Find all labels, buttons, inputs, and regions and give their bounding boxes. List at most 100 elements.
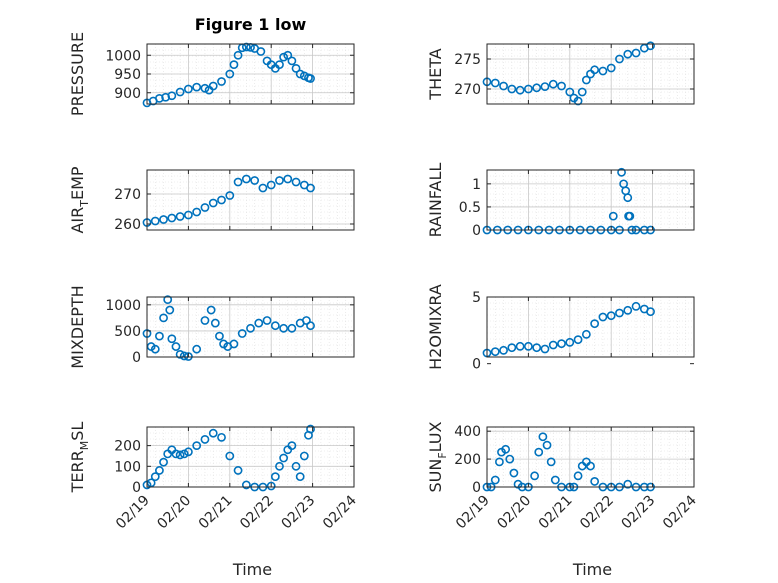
data-point <box>256 47 266 56</box>
y-tick-label: 0.5 <box>459 200 481 216</box>
data-point <box>275 60 284 70</box>
data-point <box>615 308 624 318</box>
data-point <box>270 321 280 331</box>
data-point <box>524 341 533 351</box>
data-point <box>217 77 226 86</box>
y-axis-label: TERRMSL <box>68 422 91 494</box>
data-point <box>233 177 243 187</box>
y-axis-label: THETA <box>426 48 445 100</box>
data-point <box>548 79 558 89</box>
data-point <box>171 449 181 459</box>
x-tick-label: 02/19 <box>453 493 493 533</box>
x-tick-label: 02/22 <box>577 493 617 533</box>
data-point <box>623 193 633 203</box>
y-tick-label: 5 <box>472 290 481 306</box>
x-axis-label-left: Time <box>232 560 272 579</box>
data-point <box>646 307 655 317</box>
axes-box <box>486 169 695 231</box>
figure-title: Figure 1 low <box>195 15 307 34</box>
y-tick-label: 0 <box>472 357 481 373</box>
y-tick-label: 500 <box>114 324 141 340</box>
subplot-2: 270 275 THETA <box>426 41 695 106</box>
y-tick-label: 1000 <box>105 48 141 64</box>
y-tick-label: 0 <box>132 480 141 496</box>
data-point <box>266 481 276 491</box>
subplot-1: 900 950 1000 PRESSURE <box>68 32 355 116</box>
data-point <box>505 454 515 464</box>
data-point <box>183 210 193 220</box>
y-tick-label: 0 <box>132 350 141 366</box>
data-point <box>155 331 164 341</box>
data-point <box>175 349 185 359</box>
data-point <box>577 87 587 97</box>
data-point <box>183 352 193 361</box>
subplot-3: 260 270 AIRTEMP <box>68 166 355 234</box>
data-point <box>167 213 177 223</box>
data-point <box>646 41 655 51</box>
data-point <box>225 191 235 200</box>
data-point <box>262 316 272 325</box>
plot-area <box>147 297 354 357</box>
data-point <box>192 344 202 354</box>
x-tick-label: 02/24 <box>320 492 360 532</box>
data-point <box>590 477 600 486</box>
y-axis-label: SUNFLUX <box>426 421 449 492</box>
data-point <box>171 342 181 351</box>
data-point <box>538 432 548 442</box>
data-point <box>623 49 633 59</box>
data-point <box>295 472 305 482</box>
y-tick-label: 270 <box>454 82 481 98</box>
data-point <box>509 468 519 478</box>
data-point <box>532 83 542 93</box>
data-point <box>546 457 556 467</box>
data-point <box>534 447 544 457</box>
data-point <box>208 81 218 91</box>
data-point <box>291 63 301 73</box>
y-tick-label: 0 <box>472 223 481 239</box>
data-point <box>540 344 550 354</box>
x-tick-label: 02/23 <box>619 493 659 533</box>
y-axis-label: RAINFALL <box>426 163 445 238</box>
data-point <box>501 444 511 454</box>
data-point <box>258 183 268 193</box>
data-point <box>586 461 595 471</box>
data-point <box>217 432 226 442</box>
data-point <box>279 453 289 463</box>
data-point <box>623 305 633 315</box>
data-point <box>183 84 193 94</box>
data-point <box>250 176 260 185</box>
data-point <box>291 177 301 187</box>
data-point <box>229 60 239 70</box>
y-tick-label: 950 <box>114 67 141 83</box>
data-point <box>179 449 189 459</box>
data-point <box>192 207 202 217</box>
data-point <box>287 441 297 451</box>
data-point <box>215 331 224 341</box>
data-point <box>159 215 168 224</box>
data-point <box>581 75 591 85</box>
data-point <box>155 93 164 103</box>
data-point <box>200 203 210 212</box>
data-point <box>515 85 525 95</box>
data-point <box>573 96 583 106</box>
data-point <box>306 321 315 331</box>
y-tick-label: 1000 <box>105 298 141 314</box>
y-tick-label: 0 <box>472 480 481 496</box>
data-point <box>598 312 608 322</box>
data-point <box>150 216 160 226</box>
data-point <box>590 65 600 75</box>
data-point <box>565 87 575 97</box>
data-point <box>159 457 168 467</box>
x-tick-label: 02/20 <box>154 493 194 533</box>
data-point <box>163 295 173 305</box>
x-tick-label: 02/22 <box>237 493 277 533</box>
plot-area <box>487 170 694 230</box>
y-tick-label: 1 <box>472 177 481 193</box>
subplot-5: 0 500 1000 MIXDEPTH <box>68 285 355 369</box>
data-point <box>254 318 264 328</box>
data-point <box>150 472 160 482</box>
axes-box <box>486 426 695 488</box>
data-point <box>573 471 583 481</box>
